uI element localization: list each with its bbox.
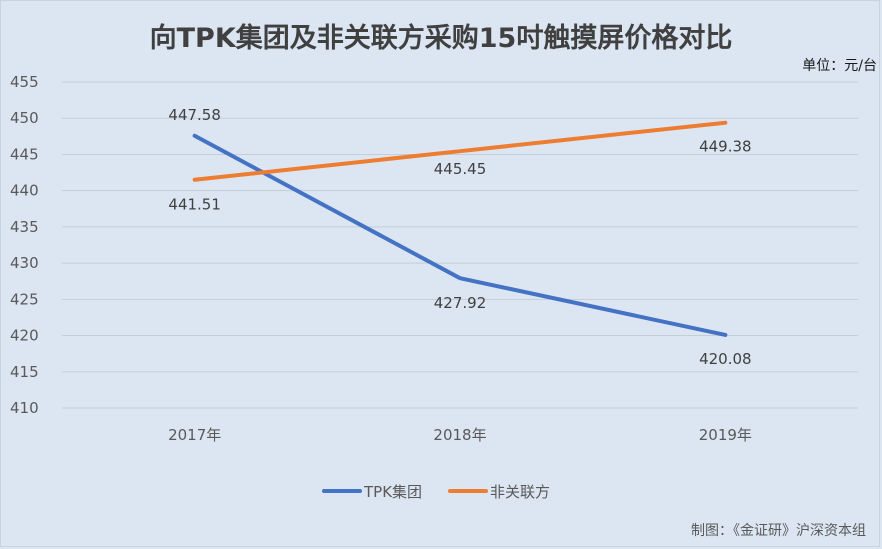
gridlines — [62, 81, 858, 409]
data-label: 441.51 — [168, 196, 221, 214]
data-point — [459, 150, 461, 152]
unit-note: 单位：元/台 — [802, 58, 877, 74]
data-point — [724, 334, 726, 336]
data-point — [459, 277, 461, 279]
y-tick-label: 410 — [10, 399, 39, 417]
data-label: 420.08 — [699, 350, 752, 368]
data-label: 427.92 — [434, 294, 487, 312]
data-point — [724, 122, 726, 124]
series-lines — [192, 120, 728, 337]
legend: TPK集团 非关联方 — [322, 483, 550, 501]
y-tick-label: 455 — [10, 73, 39, 91]
y-tick-label: 440 — [10, 182, 39, 200]
y-tick-label: 430 — [10, 254, 39, 272]
data-point — [194, 135, 196, 137]
data-labels: 447.58 427.92 420.08 441.51 445.45 449.38 — [168, 106, 751, 368]
y-axis-ticks: 455 450 445 440 435 430 425 420 415 410 — [10, 73, 39, 417]
legend-label: 非关联方 — [490, 483, 550, 501]
y-tick-label: 415 — [10, 363, 39, 381]
y-tick-label: 425 — [10, 290, 39, 308]
legend-label: TPK集团 — [363, 483, 422, 501]
data-label: 449.38 — [699, 138, 752, 156]
data-label: 447.58 — [168, 106, 221, 124]
y-tick-label: 450 — [10, 109, 39, 127]
y-tick-label: 420 — [10, 327, 39, 345]
chart-title: 向TPK集团及非关联方采购15吋触摸屏价格对比 — [150, 22, 733, 54]
x-axis-ticks: 2017年 2018年 2019年 — [168, 426, 752, 444]
x-tick-label: 2019年 — [699, 426, 752, 444]
x-tick-label: 2018年 — [433, 426, 486, 444]
y-tick-label: 435 — [10, 218, 39, 236]
credit-note: 制图：《金证研》沪深资本组 — [691, 523, 866, 539]
y-tick-label: 445 — [10, 145, 39, 163]
data-label: 445.45 — [434, 160, 487, 178]
data-point — [194, 179, 196, 181]
x-tick-label: 2017年 — [168, 426, 221, 444]
